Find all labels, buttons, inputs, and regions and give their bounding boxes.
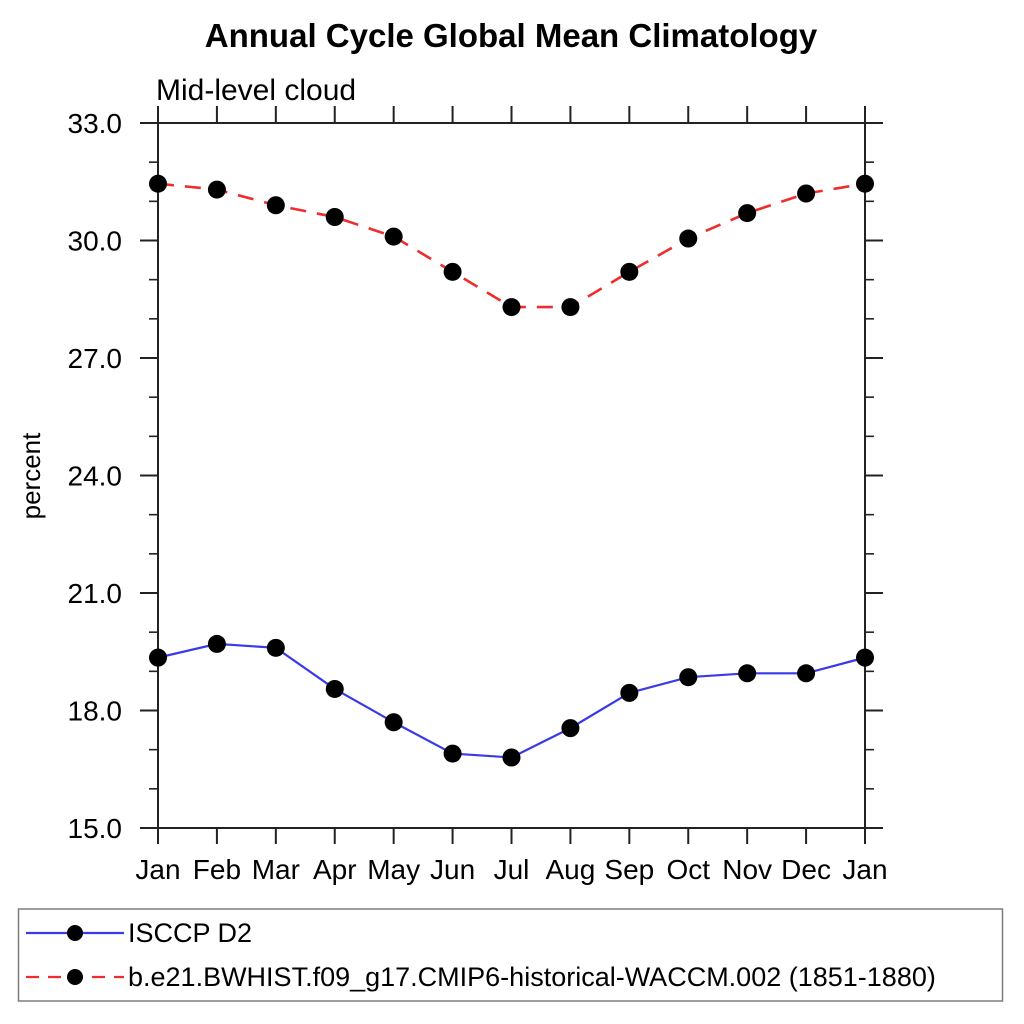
y-tick-label: 33.0	[68, 108, 123, 139]
data-point-marker	[797, 184, 816, 203]
data-point-marker	[679, 229, 698, 248]
legend-label-model: b.e21.BWHIST.f09_g17.CMIP6-historical-WA…	[128, 962, 936, 992]
data-point-marker	[620, 262, 639, 281]
legend-item-model: b.e21.BWHIST.f09_g17.CMIP6-historical-WA…	[26, 962, 936, 992]
data-point-marker	[738, 204, 757, 223]
data-point-marker	[384, 713, 403, 732]
x-tick-label: Aug	[546, 854, 596, 885]
x-tick-label: Jul	[494, 854, 530, 885]
data-point-marker	[149, 174, 167, 193]
data-point-marker	[620, 683, 639, 702]
data-point-marker	[207, 180, 226, 199]
data-point-marker	[502, 748, 521, 767]
data-point-marker	[207, 634, 226, 653]
data-point-marker	[384, 227, 403, 246]
x-tick-label: Oct	[666, 854, 710, 885]
data-point-marker	[797, 664, 816, 683]
x-tick-label: Jun	[430, 854, 475, 885]
x-tick-label: Feb	[193, 854, 241, 885]
series-line-1	[157, 182, 866, 309]
series-line-0	[157, 642, 866, 759]
chart-title: Annual Cycle Global Mean Climatology	[205, 17, 818, 54]
y-tick-label: 18.0	[68, 696, 123, 727]
x-tick-label: Apr	[313, 854, 357, 885]
y-tick-label: 30.0	[68, 226, 123, 257]
data-point-marker	[502, 298, 521, 317]
y-tick-label: 21.0	[68, 578, 123, 609]
x-tick-label: Mar	[252, 854, 300, 885]
data-point-marker	[679, 668, 698, 687]
data-point-marker	[561, 298, 580, 317]
data-series	[149, 174, 874, 767]
legend-marker-dot-icon	[67, 925, 83, 941]
data-point-marker	[738, 664, 757, 683]
chart-subtitle: Mid-level cloud	[156, 74, 356, 107]
legend-label-isccp: ISCCP D2	[128, 918, 252, 948]
legend-marker-dot-icon	[67, 969, 83, 985]
data-point-marker	[856, 174, 874, 193]
y-tick-label: 24.0	[68, 461, 123, 492]
data-point-marker	[266, 196, 285, 215]
plot-frame	[157, 122, 866, 829]
data-point-marker	[325, 208, 344, 226]
data-point-marker	[325, 679, 344, 698]
data-point-marker	[561, 719, 580, 738]
x-tick-label: Jan	[842, 854, 887, 885]
x-tick-label: Dec	[781, 854, 831, 885]
x-tick-label: Nov	[722, 854, 772, 885]
y-tick-label: 27.0	[68, 343, 123, 374]
legend-item-isccp: ISCCP D2	[26, 918, 252, 948]
axes: Jan Feb Mar Apr May Jun Jul Aug Sep Oct Nov Dec Jan 1…	[68, 106, 888, 885]
data-point-marker	[443, 744, 462, 763]
legend-box	[17, 908, 1004, 1002]
data-point-marker	[149, 648, 167, 667]
x-tick-label: May	[367, 854, 420, 885]
x-tick-label: Jan	[135, 854, 180, 885]
legend: ISCCP D2 b.e21.BWHIST.f09_g17.CMIP6-hist…	[17, 908, 1004, 1002]
x-tick-label: Sep	[604, 854, 654, 885]
data-point-marker	[856, 648, 874, 667]
y-axis-title: percent	[16, 432, 46, 519]
data-point-marker	[443, 262, 462, 281]
y-tick-label: 15.0	[68, 813, 123, 844]
data-point-marker	[266, 638, 285, 657]
